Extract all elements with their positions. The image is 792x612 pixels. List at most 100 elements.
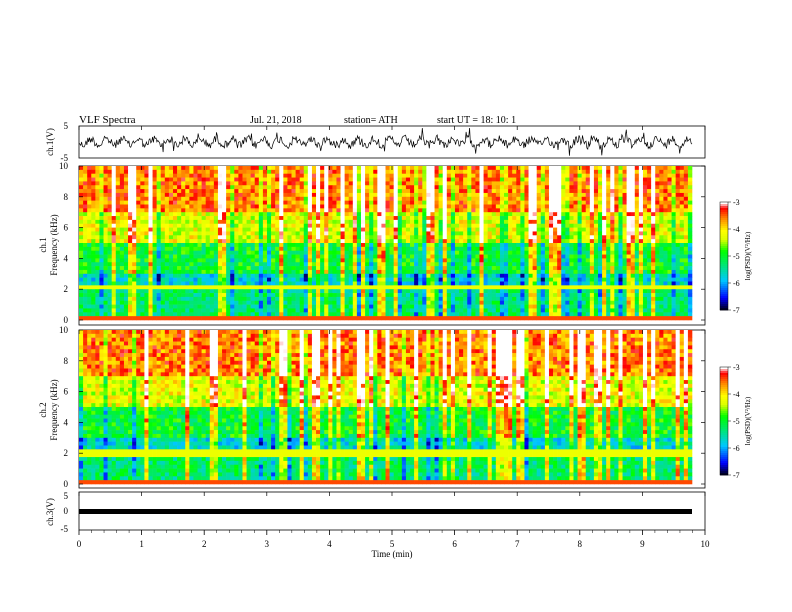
spectrogram-cell bbox=[393, 189, 399, 194]
spectrogram-cell bbox=[459, 212, 464, 217]
spectrogram-cell bbox=[491, 166, 497, 171]
spectrogram-cell bbox=[107, 173, 112, 178]
spectrogram-cell bbox=[99, 289, 104, 294]
spectrogram-cell bbox=[504, 216, 509, 221]
spectrogram-cell bbox=[222, 181, 227, 186]
spectrogram-cell bbox=[655, 223, 660, 228]
spectrogram-cell bbox=[475, 177, 480, 182]
spectrogram-cell bbox=[671, 173, 676, 178]
spectrogram-cell bbox=[679, 243, 685, 248]
spectrogram-cell bbox=[307, 262, 313, 267]
spectrogram-cell bbox=[434, 185, 439, 190]
spectrogram-cell bbox=[148, 216, 153, 221]
spectrogram-cell bbox=[226, 281, 231, 286]
spectrogram-cell bbox=[307, 250, 313, 255]
spectrogram-cell bbox=[467, 231, 472, 236]
spectrogram-cell bbox=[532, 212, 538, 217]
spectrogram-cell bbox=[667, 173, 672, 178]
spectrogram-cell bbox=[671, 289, 676, 294]
spectrogram-cell bbox=[307, 246, 313, 251]
spectrogram-cell bbox=[222, 239, 227, 244]
spectrogram-cell bbox=[414, 281, 419, 286]
spectrogram-cell bbox=[311, 185, 317, 190]
spectrogram-cell bbox=[581, 185, 587, 190]
spectrogram-cell bbox=[569, 231, 574, 236]
spectrogram-cell bbox=[271, 192, 276, 198]
spectrogram-cell bbox=[373, 192, 378, 198]
spectrogram-cell bbox=[528, 281, 533, 286]
spectrogram-cell bbox=[144, 269, 149, 275]
spectrogram-cell bbox=[242, 285, 247, 290]
spectrogram-cell bbox=[177, 192, 182, 198]
spectrogram-cell bbox=[275, 177, 280, 182]
spectrogram-cell bbox=[655, 208, 660, 213]
spectrogram-cell bbox=[573, 208, 578, 213]
spectrogram-cell bbox=[536, 273, 542, 278]
spectrogram-cell bbox=[234, 169, 239, 174]
spectrogram-cell bbox=[373, 262, 378, 267]
spectrogram-cell bbox=[446, 281, 452, 286]
spectrogram-cell bbox=[438, 227, 444, 232]
spectrogram-cell bbox=[217, 250, 223, 255]
spectrogram-cell bbox=[504, 169, 509, 174]
spectrogram-cell bbox=[479, 281, 484, 286]
spectrogram-cell bbox=[295, 166, 300, 171]
spectrogram-cell bbox=[602, 219, 607, 225]
spectrogram-cell bbox=[463, 216, 468, 221]
spectrogram-cell bbox=[369, 173, 374, 178]
spectrogram-cell bbox=[373, 266, 378, 271]
spectrogram-cell bbox=[487, 243, 493, 248]
spectrogram-cell bbox=[479, 231, 484, 236]
spectrogram-cell bbox=[275, 246, 280, 251]
spectrogram-cell bbox=[258, 285, 264, 290]
spectrogram-cell bbox=[222, 254, 227, 259]
spectrogram-cell bbox=[598, 227, 603, 232]
spectrogram-cell bbox=[471, 181, 476, 186]
spectrogram-cell bbox=[450, 166, 456, 171]
spectrogram-cell bbox=[307, 223, 313, 228]
spectrogram-cell bbox=[520, 227, 525, 232]
spectrogram-cell bbox=[136, 243, 141, 248]
spectrogram-cell bbox=[168, 173, 174, 178]
spectrogram-cell bbox=[217, 246, 223, 251]
spectrogram-cell bbox=[606, 289, 611, 294]
spectrogram-cell bbox=[369, 250, 374, 255]
spectrogram-cell bbox=[250, 166, 256, 171]
spectrogram-cell bbox=[504, 185, 509, 190]
spectrogram-cell bbox=[287, 227, 292, 232]
spectrogram-cell bbox=[287, 250, 292, 255]
spectrogram-cell bbox=[655, 281, 660, 286]
spectrogram-cell bbox=[91, 219, 96, 225]
spectrogram-cell bbox=[156, 281, 162, 286]
spectrogram-cell bbox=[238, 189, 243, 194]
spectrogram-cell bbox=[516, 223, 521, 228]
spectrogram-cell bbox=[238, 185, 243, 190]
spectrogram-cell bbox=[683, 208, 689, 213]
spectrogram-cell bbox=[548, 266, 554, 271]
spectrogram-cell bbox=[99, 231, 104, 236]
spectrogram-cell bbox=[557, 223, 562, 228]
spectrogram-cell bbox=[504, 285, 509, 290]
spectrogram-cell bbox=[152, 196, 157, 201]
spectrogram-cell bbox=[99, 204, 104, 209]
spectrogram-cell bbox=[642, 204, 648, 209]
spectrogram-cell bbox=[610, 258, 615, 263]
spectrogram-cell bbox=[295, 246, 300, 251]
spectrogram-cell bbox=[381, 173, 386, 178]
spectrogram-cell bbox=[83, 266, 88, 271]
spectrogram-cell bbox=[459, 200, 464, 205]
spectrogram-cell bbox=[123, 177, 129, 182]
spectrogram-cell bbox=[475, 189, 480, 194]
spectrogram-cell bbox=[328, 219, 333, 225]
spectrogram-cell bbox=[463, 239, 468, 244]
spectrogram-cell bbox=[360, 289, 366, 294]
spectrogram-cell bbox=[422, 273, 427, 278]
spectrogram-cell bbox=[140, 266, 145, 271]
spectrogram-cell bbox=[324, 204, 329, 209]
spectrogram-cell bbox=[316, 177, 321, 182]
spectrogram-cell bbox=[360, 204, 366, 209]
spectrogram-cell bbox=[140, 243, 145, 248]
spectrogram-cell bbox=[197, 223, 202, 228]
spectrogram-cell bbox=[573, 273, 578, 278]
spectrogram-cell bbox=[499, 173, 505, 178]
